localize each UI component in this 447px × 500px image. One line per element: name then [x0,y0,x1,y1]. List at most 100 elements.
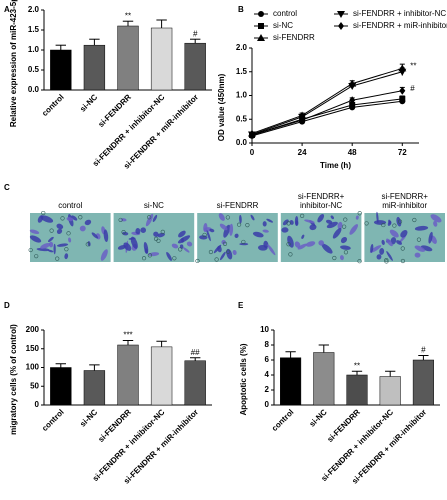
cell [40,215,54,223]
legend-marker [338,22,344,30]
cell [53,243,56,255]
cell [396,216,402,227]
x-tick-label: control [270,408,296,434]
x-tick-label: 48 [348,148,357,157]
bar [50,49,72,91]
cell [145,213,154,227]
cell [428,231,433,244]
pore [141,256,147,261]
cell [79,225,86,232]
x-tick-label: 24 [298,148,307,157]
x-tick-label: control [40,93,66,119]
cell [370,244,374,253]
bar [346,374,368,406]
pore [160,229,165,234]
cell [166,251,172,261]
cell [148,252,160,257]
cell [414,245,426,252]
y-tick-label: 2.0 [28,5,40,14]
x-axis-label: Time (h) [320,161,351,170]
cell [206,230,211,242]
pore [41,210,46,216]
pore [222,241,228,246]
cell [213,244,222,254]
pore [392,223,397,228]
cell [414,225,429,231]
pore [384,259,389,264]
cell [304,219,315,224]
y-tick-label: 4 [265,370,270,379]
y-tick-label: 2.0 [236,43,248,52]
pore [60,216,65,221]
cell [294,215,299,226]
pore [384,257,389,263]
bar [50,367,72,406]
pore [153,236,159,241]
cell [68,237,72,243]
cell [144,248,149,254]
cell [389,229,399,238]
cell [305,241,316,247]
pore [381,222,386,228]
cell [56,223,64,230]
y-axis-label: OD value (450nm) [217,73,226,141]
point [398,68,407,76]
y-axis-label: migratory cells (% of control) [9,324,18,435]
pore [178,247,183,252]
cell [219,223,228,231]
image-label: si-FENDRR [216,201,259,210]
cell [267,244,276,256]
legend-label: si-FENDRR + miR-inhibitor [353,21,447,30]
series-line [251,67,403,134]
cell [326,221,338,229]
pore [195,258,200,264]
cell [64,253,69,260]
cell [414,252,421,258]
cell [325,219,333,224]
point [249,130,255,139]
pore [400,246,405,251]
series-line [251,100,403,137]
bar [150,27,173,91]
cell [400,230,408,238]
cell [47,249,54,253]
cell [250,214,255,221]
bar [117,344,139,406]
cell [355,215,359,220]
cell [37,215,44,223]
cell [123,242,132,251]
cell [330,215,334,220]
panel-letter: D [4,301,10,310]
cell [252,231,264,238]
cell [203,223,208,232]
point [399,95,406,102]
x-tick-label: control [40,408,66,434]
significance-label: *** [123,331,132,340]
cell [56,228,63,235]
y-tick-label: 2 [265,385,270,394]
cell [140,227,147,233]
cell [153,231,159,237]
cell [226,248,233,260]
cell [71,215,78,221]
point [299,116,306,125]
legend-label: control [273,9,297,18]
bar [184,42,206,91]
bar [83,370,106,406]
cell [381,239,385,245]
pore [286,221,291,226]
significance-label: # [193,29,198,38]
bar [379,376,401,406]
cell [130,236,138,249]
cell [386,251,393,261]
significance-label: # [421,346,426,355]
panel-letter: A [4,5,10,14]
legend-label: si-FENDRR [273,33,315,42]
y-tick-label: 100 [26,363,40,372]
x-tick-label: si-NC [78,407,99,428]
cell [40,242,51,250]
bar [83,44,106,91]
y-tick-label: 1.5 [28,25,40,34]
bar [412,359,434,406]
